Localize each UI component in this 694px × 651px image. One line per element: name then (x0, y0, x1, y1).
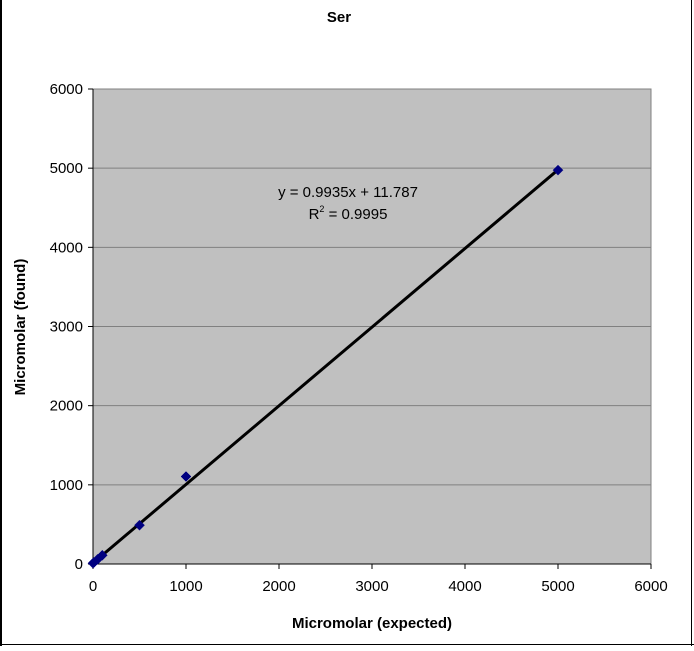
y-tick-label-3000: 3000 (50, 319, 83, 336)
data-point-4 (134, 519, 145, 531)
data-point-3 (96, 549, 108, 561)
y-tick-label-1000: 1000 (50, 477, 83, 494)
axes (88, 88, 652, 569)
y-tick-label-4000: 4000 (50, 239, 83, 256)
x-tick-label-6000: 6000 (634, 578, 667, 595)
frame-bottom-border (0, 644, 694, 645)
y-axis-title: Micromolar (found) (12, 259, 29, 396)
frame-left-border (0, 0, 2, 646)
frame-right-border (691, 0, 692, 646)
chart-title: Ser (327, 9, 351, 26)
y-tick-label-0: 0 (75, 556, 83, 573)
r-squared-prefix: R (309, 206, 320, 223)
trendline-equation: y = 0.9935x + 11.787 (278, 184, 418, 201)
y-tick-label-6000: 6000 (50, 81, 83, 98)
x-tick-label-3000: 3000 (355, 578, 388, 595)
data-point-6 (552, 164, 564, 176)
data-point-5 (180, 471, 192, 482)
r-squared-label: R2 = 0.9995 (309, 204, 388, 223)
x-tick-label-0: 0 (89, 578, 97, 595)
y-tick-label-2000: 2000 (50, 398, 83, 415)
data-points (87, 164, 564, 569)
y-tick-label-5000: 5000 (50, 160, 83, 177)
tick-labels: 0 1000 2000 3000 4000 5000 6000 0 1000 2000 3000 40… (50, 81, 668, 595)
r-squared-superscript: 2 (319, 204, 324, 214)
trendline (92, 168, 559, 565)
x-tick-label-4000: 4000 (448, 578, 481, 595)
x-axis-title: Micromolar (expected) (292, 615, 452, 632)
x-tick-label-1000: 1000 (169, 578, 202, 595)
x-tick-label-2000: 2000 (262, 578, 295, 595)
x-tick-label-5000: 5000 (541, 578, 574, 595)
r-squared-value: = 0.9995 (324, 206, 387, 223)
